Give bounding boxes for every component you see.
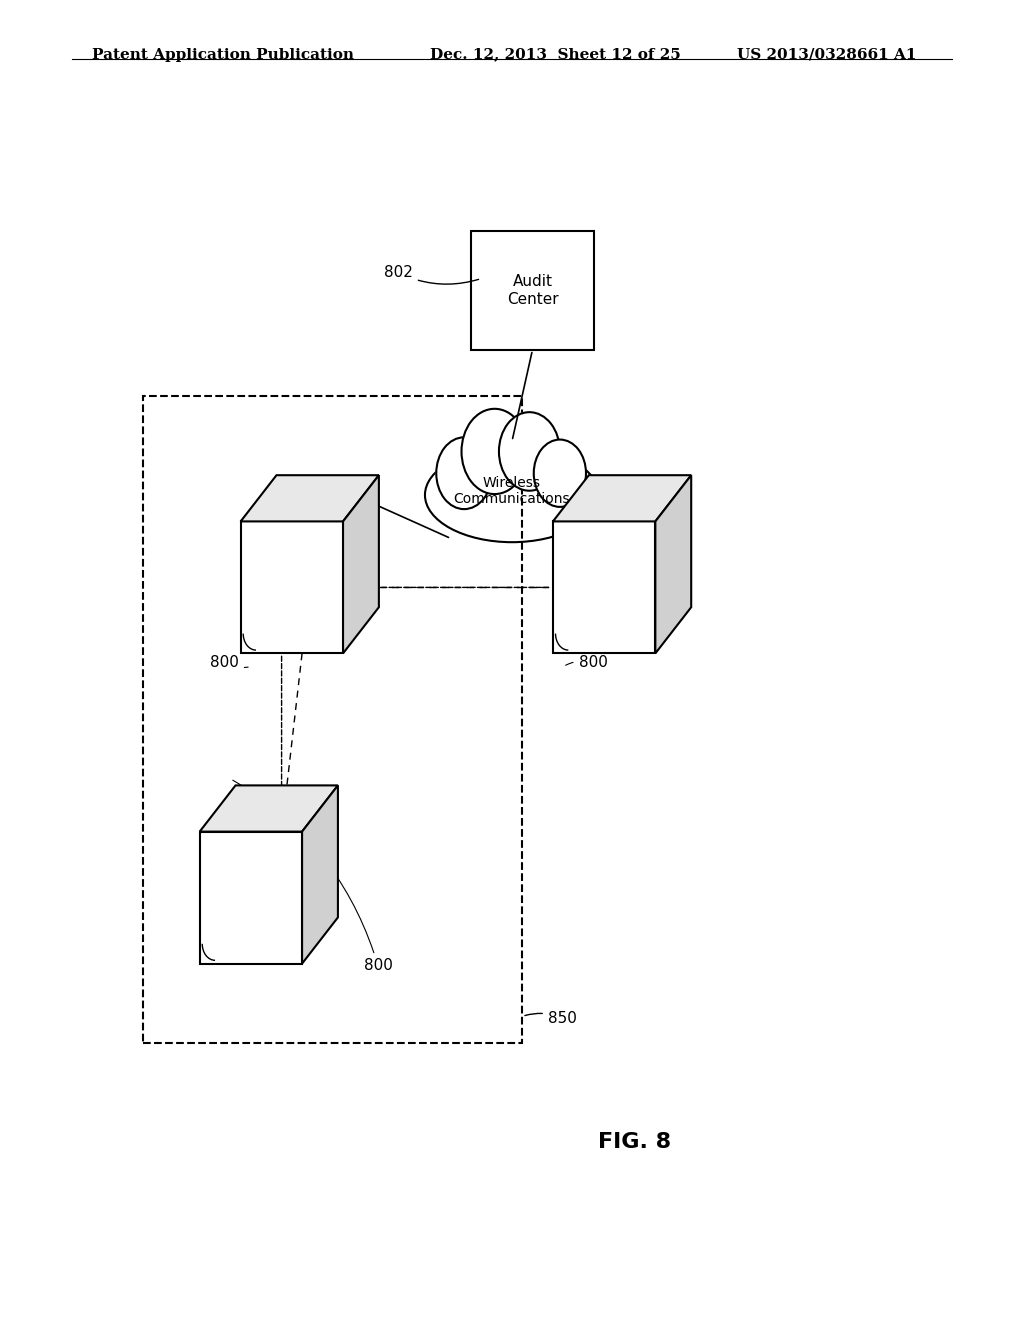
Circle shape xyxy=(499,412,560,491)
Ellipse shape xyxy=(425,447,599,543)
Polygon shape xyxy=(241,521,343,653)
Text: Dec. 12, 2013  Sheet 12 of 25: Dec. 12, 2013 Sheet 12 of 25 xyxy=(430,48,681,62)
Polygon shape xyxy=(200,785,338,832)
Circle shape xyxy=(534,440,586,507)
Circle shape xyxy=(462,409,527,494)
Polygon shape xyxy=(241,475,379,521)
Polygon shape xyxy=(553,475,691,521)
FancyBboxPatch shape xyxy=(471,231,594,350)
Polygon shape xyxy=(200,832,302,964)
Ellipse shape xyxy=(425,447,599,543)
Text: 800: 800 xyxy=(232,780,392,973)
Circle shape xyxy=(436,437,492,510)
Text: Audit
Center: Audit Center xyxy=(507,275,558,306)
Text: 802: 802 xyxy=(384,265,478,284)
Ellipse shape xyxy=(425,447,599,543)
Text: 800: 800 xyxy=(565,655,607,669)
Text: 850: 850 xyxy=(525,1011,577,1026)
Circle shape xyxy=(534,440,586,507)
Text: US 2013/0328661 A1: US 2013/0328661 A1 xyxy=(737,48,916,62)
Text: 800: 800 xyxy=(210,655,248,669)
Text: Patent Application Publication: Patent Application Publication xyxy=(92,48,354,62)
Polygon shape xyxy=(302,785,338,964)
Polygon shape xyxy=(553,521,655,653)
Polygon shape xyxy=(343,475,379,653)
Circle shape xyxy=(499,412,560,491)
Polygon shape xyxy=(655,475,691,653)
Text: FIG. 8: FIG. 8 xyxy=(598,1131,672,1152)
Text: Wireless
Communications: Wireless Communications xyxy=(454,477,570,507)
Circle shape xyxy=(462,409,527,494)
Circle shape xyxy=(436,437,492,510)
